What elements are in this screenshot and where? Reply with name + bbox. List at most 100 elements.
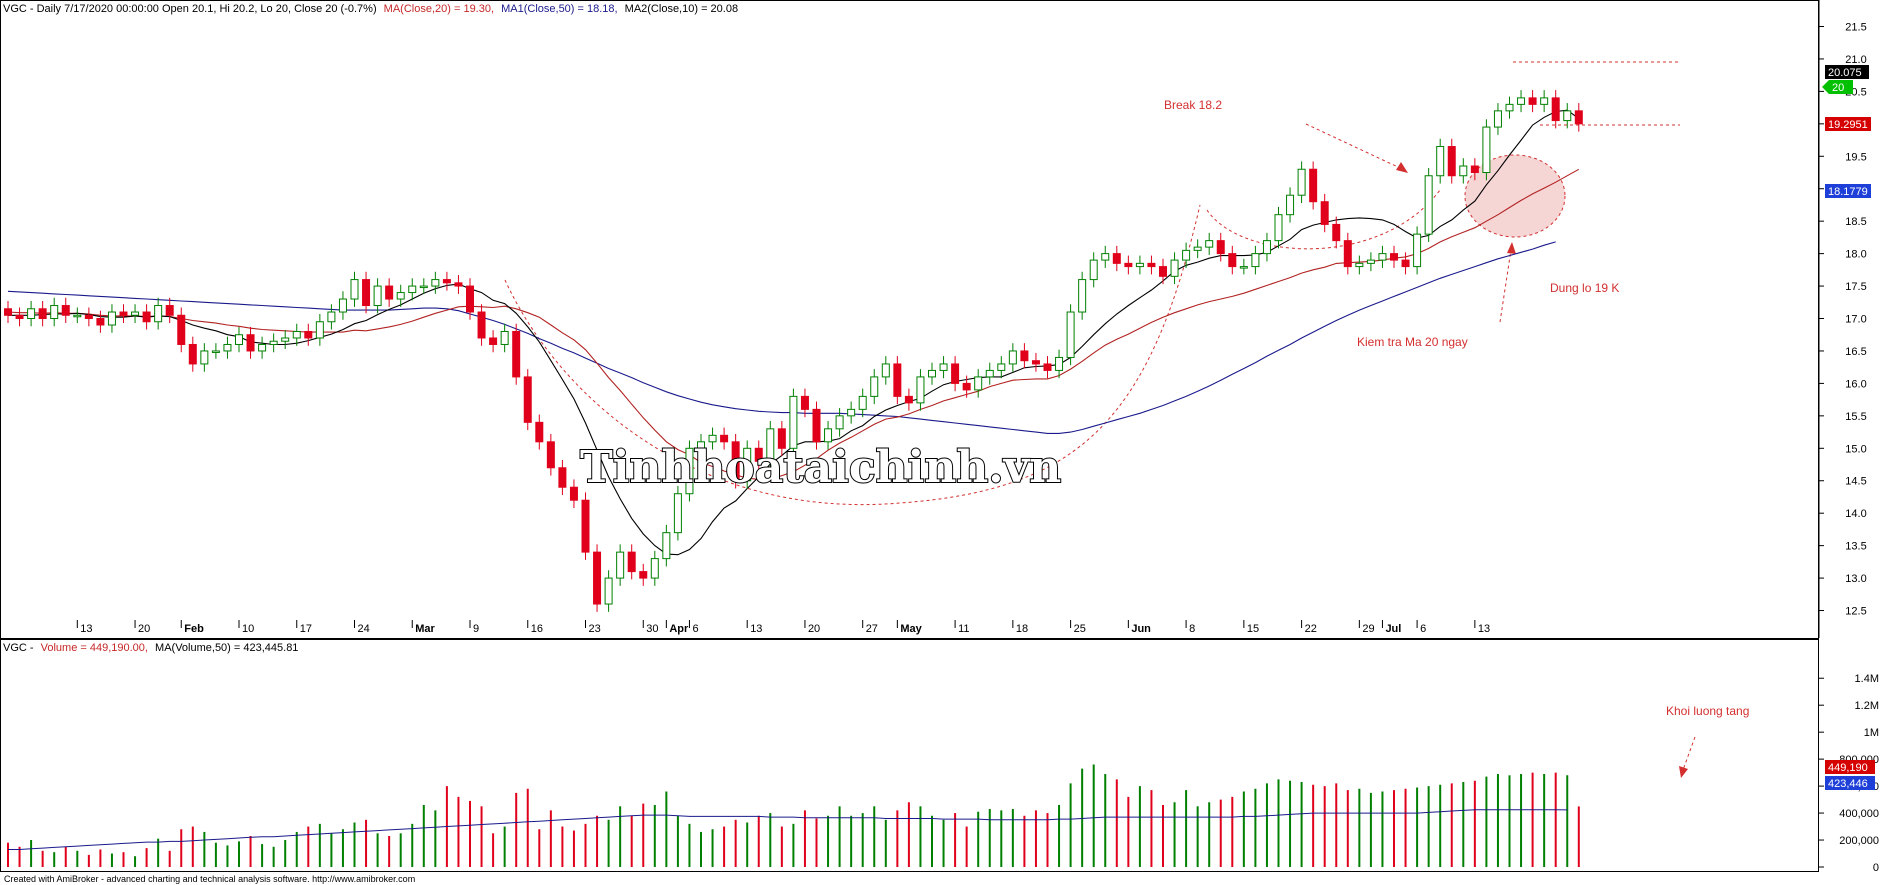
annotation-ma20-test: Kiem tra Ma 20 ngay [1357,335,1468,349]
candle [754,440,763,470]
candle [27,300,36,327]
candle [1493,103,1502,135]
date-tick-label: May [900,623,922,635]
candle [350,271,359,307]
candle [546,434,555,476]
candle [107,304,116,333]
date-tick-label: Jul [1385,623,1401,635]
candle [431,271,440,294]
candle [1031,352,1040,372]
date-tick-label: 30 [646,623,658,635]
candle [881,356,890,385]
date-tick-label: 8 [1189,623,1195,635]
volume-ma-path [8,809,1568,850]
support-zone-highlight [1464,154,1566,238]
svg-text:19.2951: 19.2951 [1828,119,1868,131]
candle [177,307,186,353]
candle [1470,158,1479,181]
candle [489,330,498,353]
date-tick-label: 20 [808,623,820,635]
candle [1563,103,1572,129]
candle [1170,252,1179,285]
price-pane [0,0,1819,639]
svg-text:20: 20 [1832,82,1844,94]
date-tick-label: 15 [1247,623,1259,635]
ma20-line [7,168,1580,480]
credit-text: Created with AmiBroker - advanced charti… [4,874,415,884]
candle [558,459,567,496]
candle [1505,96,1514,119]
date-tick-label: 20 [138,623,150,635]
candle [1008,343,1017,372]
candle [131,304,140,324]
candle [142,304,151,330]
candle [1424,167,1433,242]
date-tick-label: Mar [415,623,435,635]
candle [1297,161,1306,203]
price-y-tick-label: 15.5 [1845,411,1866,423]
candle [246,326,255,359]
candle [119,304,128,324]
candle [1216,232,1225,262]
candle [708,427,717,450]
candle [258,336,267,359]
candle [1447,138,1456,184]
candle [1309,161,1318,210]
candle [720,427,729,450]
candle [1182,242,1191,268]
date-tick-label: 16 [531,623,543,635]
candle [281,330,290,350]
candle [812,401,821,450]
break-arrow [1305,123,1408,173]
candle [974,369,983,398]
candle [1459,158,1468,184]
tag-ma50: 18.1779 [1825,184,1871,198]
cup-pattern-arc [504,204,1201,505]
price-y-tick-label: 12.5 [1845,606,1866,618]
price-header-ohlc: VGC - Daily 7/17/2020 00:00:00 Open 20.1… [3,3,377,15]
candle [997,356,1006,379]
candle [697,434,705,457]
candle [1517,90,1526,113]
candle [800,388,809,418]
date-tick-label: 25 [1074,623,1086,635]
candle [847,401,856,424]
candle [985,362,994,385]
candle [1043,356,1052,379]
candle [4,300,12,324]
stoploss-arrow [1499,242,1516,323]
price-y-tick-label: 16.5 [1845,346,1866,358]
tag-ma20: 19.2951 [1825,117,1871,131]
price-y-tick-label: 16.0 [1845,378,1866,390]
annotation-stoploss: Dung lo 19 K [1550,281,1619,295]
date-tick-label: Apr [669,623,689,635]
candle [731,434,740,489]
candle [50,297,59,327]
candle [1286,187,1295,223]
candle [593,544,602,612]
candle [1574,103,1583,132]
annotation-break: Break 18.2 [1164,98,1222,112]
price-y-tick-label: 18.5 [1845,216,1866,228]
candle [408,278,417,301]
candle [500,323,509,353]
candle [1147,255,1156,275]
volume-header-ticker: VGC - [3,642,34,654]
candle [211,343,220,359]
candle [235,326,243,353]
date-tick-label: Feb [184,623,204,635]
candle [962,375,971,398]
date-tick-label: 6 [692,623,698,635]
candle [835,408,844,437]
candle [581,492,590,560]
svg-text:449,190: 449,190 [1828,762,1868,774]
candle [904,388,913,411]
candle [1205,232,1214,255]
volume-up-arrow [1679,736,1696,778]
candle [1101,245,1110,268]
volume-y-tick-label: 0 [1873,862,1879,874]
candle [928,362,936,385]
candle [338,291,347,320]
svg-text:20.075: 20.075 [1828,67,1862,79]
volume-header-value: Volume = 449,190.00, [41,642,148,654]
